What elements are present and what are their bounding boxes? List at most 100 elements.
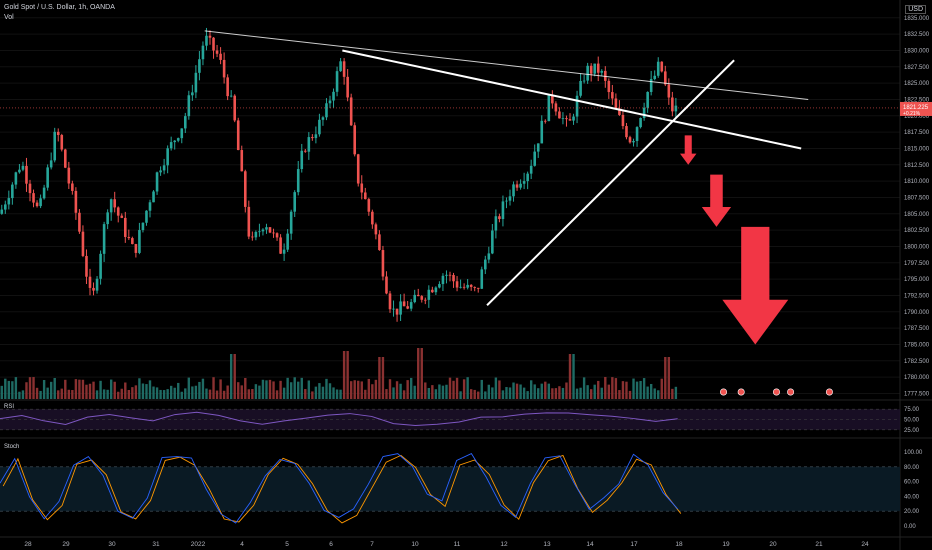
- y-tick-label: 1815.000: [904, 146, 930, 152]
- y-tick-label: 1785.000: [904, 342, 930, 348]
- volume-bar: [21, 390, 25, 399]
- volume-bar: [628, 390, 632, 399]
- volume-bar: [289, 382, 293, 399]
- volume-bar: [184, 388, 187, 399]
- volume-bar: [237, 382, 240, 399]
- candle-body: [480, 269, 484, 289]
- volume-bar: [99, 380, 102, 399]
- volume-bar: [501, 390, 505, 399]
- volume-bar: [205, 388, 208, 399]
- volume-bar: [106, 389, 109, 399]
- y-tick-label: 1812.500: [904, 163, 930, 169]
- volume-bar: [71, 390, 74, 399]
- volume-bar: [621, 381, 625, 399]
- stoch-level-label: 60.00: [904, 480, 920, 486]
- volume-bar: [25, 382, 28, 399]
- trendline: [486, 59, 735, 306]
- candle-body: [603, 70, 607, 81]
- volume-bar: [67, 389, 71, 399]
- economic-event-marker: [787, 388, 795, 396]
- volume-bar: [657, 390, 660, 399]
- trendline: [342, 49, 802, 150]
- stoch-level-label: 40.00: [904, 494, 920, 500]
- candle-body: [3, 204, 7, 210]
- candle-body: [416, 294, 420, 297]
- candle-body: [39, 198, 42, 207]
- economic-event-marker: [737, 388, 745, 396]
- volume-bar: [0, 385, 3, 399]
- volume-bar: [293, 377, 296, 399]
- candle-body: [229, 95, 233, 97]
- volume-bar: [498, 380, 501, 399]
- candle-body: [483, 259, 487, 270]
- volume-bar: [469, 389, 473, 399]
- volume-bar: [371, 384, 374, 399]
- volume-bar: [335, 389, 339, 399]
- candle-body: [381, 250, 385, 277]
- candle-body: [371, 211, 374, 225]
- volume-bar: [597, 380, 600, 399]
- candle-body: [374, 224, 378, 235]
- y-tick-label: 1820.000: [904, 114, 930, 120]
- candle-body: [293, 192, 297, 212]
- candle-body: [88, 276, 92, 288]
- volume-bar: [127, 390, 131, 399]
- candle-body: [445, 274, 448, 276]
- x-axis-label: 10: [411, 541, 419, 548]
- volume-bar: [28, 377, 32, 399]
- volume-bar: [424, 382, 427, 399]
- candle-body: [120, 215, 124, 218]
- candle-body: [360, 183, 364, 193]
- rsi-level-label: 25.00: [904, 428, 920, 434]
- candle-body: [628, 137, 632, 143]
- candle-body: [441, 275, 445, 285]
- candle-body: [367, 199, 371, 212]
- y-tick-label: 1810.000: [904, 179, 930, 185]
- volume-bar: [434, 389, 438, 399]
- candle-body: [438, 284, 441, 288]
- candle-body: [194, 72, 198, 93]
- volume-bar: [491, 387, 494, 399]
- candle-body: [635, 127, 639, 141]
- y-tick-label: 1780.000: [904, 375, 930, 381]
- volume-bar: [92, 381, 95, 399]
- candle-body: [388, 293, 392, 310]
- candle-body: [649, 79, 653, 92]
- stoch-level-label: 20.00: [904, 509, 920, 515]
- x-axis-label: 13: [543, 541, 551, 548]
- volume-bar: [282, 387, 286, 399]
- candle-body: [254, 231, 258, 238]
- candle-body: [268, 227, 272, 233]
- volume-bar: [321, 386, 325, 399]
- candle-body: [353, 125, 357, 155]
- volume-bar: [219, 379, 222, 399]
- volume-bar: [279, 380, 282, 399]
- volume-bar: [268, 379, 272, 399]
- candle-body: [215, 50, 219, 54]
- currency-badge[interactable]: USD: [905, 5, 926, 14]
- y-tick-label: 1782.500: [904, 359, 930, 365]
- volume-bar: [653, 388, 656, 399]
- candle-body: [589, 65, 593, 74]
- volume-bar: [572, 354, 575, 399]
- volume-bar: [148, 380, 152, 399]
- volume-bar: [7, 380, 11, 399]
- volume-bar: [674, 386, 678, 399]
- volume-bar: [494, 377, 498, 399]
- volume-bar: [660, 378, 663, 399]
- volume-bar: [275, 390, 279, 399]
- volume-bar: [388, 379, 392, 399]
- candle-body: [240, 150, 244, 172]
- last-price-badge: [900, 101, 932, 116]
- candle-body: [325, 103, 328, 118]
- y-tick-label: 1790.000: [904, 310, 930, 316]
- candle-body: [265, 227, 268, 230]
- volume-bar: [604, 376, 607, 399]
- volume-bar: [261, 379, 265, 399]
- candle-body: [561, 118, 565, 119]
- volume-bar: [614, 378, 618, 399]
- volume-bar: [201, 378, 205, 399]
- candle-body: [282, 249, 286, 254]
- volume-bar: [378, 357, 381, 399]
- volume-bar: [487, 384, 491, 399]
